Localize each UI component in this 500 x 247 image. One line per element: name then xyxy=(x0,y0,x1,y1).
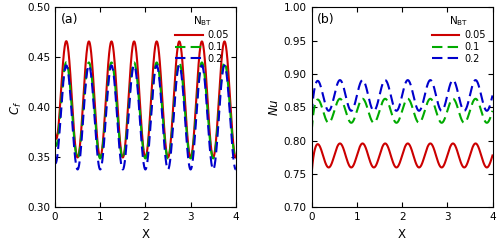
0.1 xyxy=(52,141,58,144)
Text: (a): (a) xyxy=(60,13,78,26)
0.05 xyxy=(308,171,314,174)
0.1 xyxy=(233,157,239,160)
0.2 xyxy=(340,84,346,87)
0.2 xyxy=(52,161,58,164)
0.05 xyxy=(210,156,216,159)
0.1 xyxy=(210,157,216,160)
0.05 xyxy=(466,155,472,158)
0.05 xyxy=(84,53,89,56)
0.05 xyxy=(490,154,496,157)
0.2 xyxy=(122,163,128,166)
0.05 xyxy=(340,146,346,149)
0.1 xyxy=(330,116,336,119)
0.2 xyxy=(386,86,392,89)
Y-axis label: $Nu$: $Nu$ xyxy=(268,99,281,116)
0.2 xyxy=(233,168,239,171)
0.05 xyxy=(378,149,384,152)
0.05 xyxy=(230,131,235,134)
0.1 xyxy=(72,150,78,153)
Line: 0.2: 0.2 xyxy=(312,80,492,114)
0.05 xyxy=(129,48,135,51)
0.05 xyxy=(122,150,128,153)
X-axis label: X: X xyxy=(398,228,406,241)
Line: 0.1: 0.1 xyxy=(312,99,492,131)
Legend: 0.05, 0.1, 0.2: 0.05, 0.1, 0.2 xyxy=(430,12,488,66)
0.2 xyxy=(210,168,216,171)
0.2 xyxy=(308,113,314,116)
0.2 xyxy=(450,79,456,82)
0.2 xyxy=(490,94,496,97)
X-axis label: X: X xyxy=(142,228,150,241)
0.1 xyxy=(308,129,314,132)
0.2 xyxy=(486,107,492,110)
0.05 xyxy=(52,131,58,134)
Y-axis label: $C_f$: $C_f$ xyxy=(9,100,24,115)
0.1 xyxy=(230,136,235,139)
0.2 xyxy=(64,64,70,67)
0.1 xyxy=(466,110,472,113)
0.1 xyxy=(64,61,70,64)
0.05 xyxy=(72,148,78,151)
Line: 0.05: 0.05 xyxy=(312,144,492,173)
0.1 xyxy=(129,67,135,70)
0.1 xyxy=(486,119,492,122)
Line: 0.2: 0.2 xyxy=(55,65,236,169)
0.05 xyxy=(486,164,492,167)
Line: 0.1: 0.1 xyxy=(55,62,236,159)
0.2 xyxy=(72,161,78,164)
0.05 xyxy=(233,156,239,159)
0.1 xyxy=(84,72,89,75)
0.05 xyxy=(64,40,70,43)
Line: 0.05: 0.05 xyxy=(55,41,236,157)
Legend: 0.05, 0.1, 0.2: 0.05, 0.1, 0.2 xyxy=(174,12,231,66)
0.2 xyxy=(129,71,135,74)
0.2 xyxy=(378,88,384,91)
0.2 xyxy=(84,76,89,79)
0.05 xyxy=(386,148,392,151)
0.1 xyxy=(450,97,456,100)
0.1 xyxy=(122,152,128,155)
0.2 xyxy=(466,96,472,99)
0.2 xyxy=(230,145,235,148)
0.05 xyxy=(450,142,456,145)
0.1 xyxy=(490,109,496,112)
0.05 xyxy=(330,160,336,163)
0.2 xyxy=(330,102,336,105)
Text: (b): (b) xyxy=(317,13,335,26)
0.1 xyxy=(340,102,346,104)
0.1 xyxy=(386,103,392,106)
0.1 xyxy=(378,104,384,107)
